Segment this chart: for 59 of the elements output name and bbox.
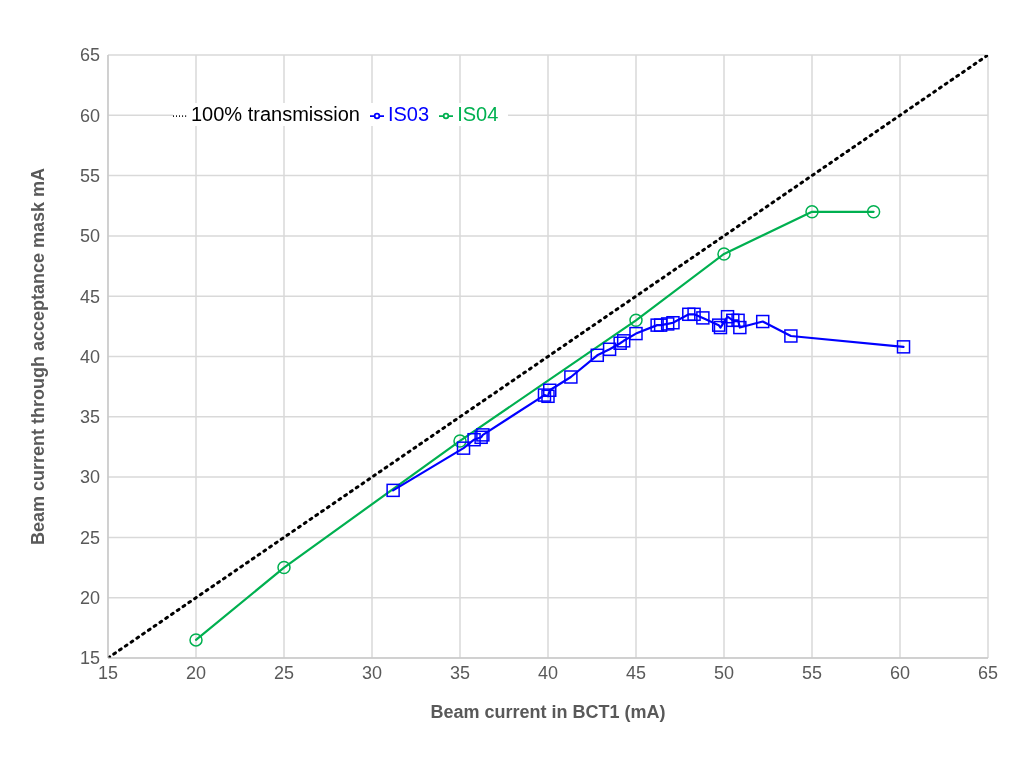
y-axis-title: Beam current through acceptance mask mA bbox=[28, 167, 49, 546]
legend-label: IS03 bbox=[387, 103, 430, 125]
y-tick-label: 60 bbox=[79, 105, 100, 126]
point bbox=[189, 633, 203, 647]
y-tick-label: 25 bbox=[79, 527, 100, 548]
x-tick-label: 55 bbox=[801, 662, 823, 683]
point bbox=[453, 434, 467, 448]
x-axis-title: Beam current in BCT1 (mA) bbox=[430, 702, 666, 722]
point bbox=[537, 388, 552, 402]
point bbox=[456, 441, 471, 455]
y-tick-label: 20 bbox=[79, 588, 100, 609]
point bbox=[541, 389, 555, 404]
point bbox=[866, 205, 881, 219]
point bbox=[784, 329, 798, 343]
point bbox=[629, 326, 643, 341]
x-tick-label: 40 bbox=[537, 662, 559, 683]
point bbox=[616, 334, 631, 348]
y-tick-label: 55 bbox=[79, 165, 100, 186]
legend-label: IS04 bbox=[457, 103, 499, 125]
point bbox=[755, 314, 770, 329]
point bbox=[682, 307, 696, 322]
y-tick-label: 65 bbox=[79, 45, 100, 66]
point bbox=[896, 340, 911, 354]
point bbox=[543, 383, 557, 398]
point bbox=[696, 311, 710, 325]
x-tick-label: 45 bbox=[625, 662, 647, 683]
point bbox=[629, 313, 643, 328]
y-tick-label: 15 bbox=[79, 648, 100, 669]
point bbox=[467, 432, 481, 447]
point bbox=[613, 336, 627, 350]
y-tick-label: 35 bbox=[79, 407, 100, 428]
y-tick-label: 45 bbox=[79, 286, 100, 307]
y-tick-label: 40 bbox=[79, 346, 100, 367]
point bbox=[805, 205, 819, 219]
x-tick-label: 30 bbox=[361, 662, 383, 683]
x-tick-label: 65 bbox=[977, 662, 999, 683]
point bbox=[726, 313, 740, 328]
x-tick-label: 50 bbox=[713, 662, 735, 683]
x-tick-label: 25 bbox=[273, 662, 295, 683]
point bbox=[666, 315, 680, 330]
x-tick-label: 60 bbox=[889, 662, 911, 683]
point bbox=[731, 313, 745, 328]
point bbox=[653, 318, 668, 332]
y-tick-label: 30 bbox=[79, 467, 100, 488]
point bbox=[687, 307, 701, 322]
legend-label: 100% transmission bbox=[191, 103, 360, 125]
point bbox=[733, 320, 747, 335]
point bbox=[564, 370, 578, 384]
point bbox=[660, 317, 675, 331]
x-tick-label: 20 bbox=[185, 662, 207, 683]
point bbox=[277, 560, 291, 575]
point bbox=[650, 318, 664, 332]
y-tick-label: 50 bbox=[79, 226, 100, 247]
x-tick-label: 35 bbox=[449, 662, 471, 683]
point bbox=[720, 309, 735, 324]
point bbox=[602, 342, 617, 357]
point bbox=[590, 348, 605, 363]
point bbox=[386, 483, 400, 498]
point bbox=[717, 247, 731, 261]
